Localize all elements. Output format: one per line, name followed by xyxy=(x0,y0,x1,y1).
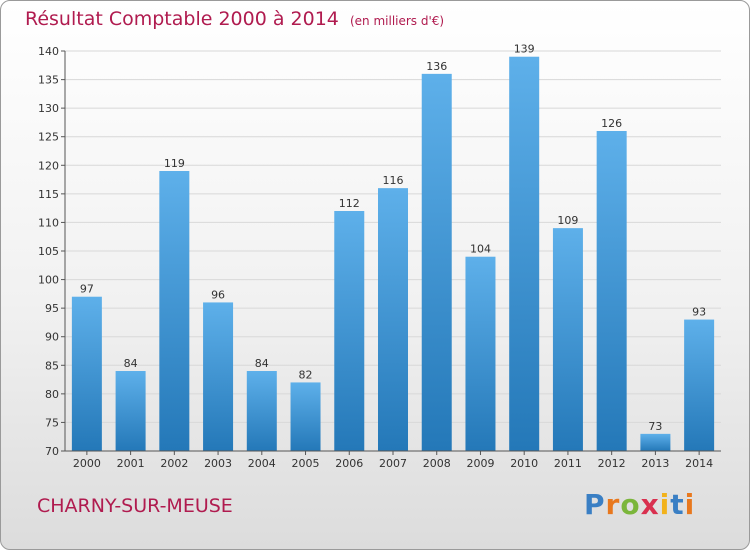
chart-header: Résultat Comptable 2000 à 2014 (en milli… xyxy=(25,8,444,30)
bar xyxy=(421,73,452,451)
chart-subtitle: (en milliers d'€) xyxy=(349,14,445,28)
bar xyxy=(115,371,146,451)
bar xyxy=(509,56,540,451)
x-tick-label: 2013 xyxy=(641,457,669,470)
x-tick-label: 2010 xyxy=(510,457,538,470)
x-tick-label: 2005 xyxy=(292,457,320,470)
bar xyxy=(290,382,321,451)
x-tick-label: 2003 xyxy=(204,457,232,470)
bar-value-label: 109 xyxy=(557,214,578,227)
x-tick-label: 2009 xyxy=(466,457,494,470)
commune-name: CHARNY-SUR-MEUSE xyxy=(37,495,233,517)
x-tick-label: 2014 xyxy=(685,457,713,470)
y-tick-label: 70 xyxy=(45,445,59,458)
bar-value-label: 119 xyxy=(164,157,185,170)
bar xyxy=(71,296,102,451)
y-tick-label: 120 xyxy=(38,159,59,172)
bar-value-label: 93 xyxy=(692,306,706,319)
bar-value-label: 136 xyxy=(426,60,447,73)
bar xyxy=(378,188,408,451)
bar-value-label: 104 xyxy=(470,243,491,256)
y-tick-label: 80 xyxy=(45,388,59,401)
x-tick-label: 2012 xyxy=(598,457,626,470)
bar xyxy=(246,371,277,451)
y-tick-label: 115 xyxy=(38,188,59,201)
bar xyxy=(465,256,496,451)
bar-value-label: 96 xyxy=(211,288,225,301)
x-tick-label: 2007 xyxy=(379,457,407,470)
x-tick-label: 2000 xyxy=(73,457,101,470)
proxiti-logo: Proxiti xyxy=(584,488,696,521)
y-tick-label: 130 xyxy=(38,102,59,115)
bar-value-label: 116 xyxy=(383,174,404,187)
bar-value-label: 84 xyxy=(124,357,138,370)
bar-value-label: 84 xyxy=(255,357,269,370)
chart-title: Résultat Comptable 2000 à 2014 xyxy=(25,8,339,30)
bar xyxy=(159,171,190,451)
y-tick-label: 85 xyxy=(45,359,59,372)
y-tick-label: 140 xyxy=(38,45,59,58)
x-tick-label: 2001 xyxy=(117,457,145,470)
bar xyxy=(334,211,365,451)
x-tick-label: 2006 xyxy=(335,457,363,470)
x-tick-label: 2004 xyxy=(248,457,276,470)
x-tick-label: 2002 xyxy=(160,457,188,470)
y-tick-label: 90 xyxy=(45,331,59,344)
y-tick-label: 110 xyxy=(38,216,59,229)
x-tick-label: 2011 xyxy=(554,457,582,470)
bar-value-label: 139 xyxy=(514,43,535,56)
bar-value-label: 126 xyxy=(601,117,622,130)
bars xyxy=(71,56,715,451)
labels: 70 75 80 85 90 95 100 105 110 115 120 125 130 135 140 9… xyxy=(38,43,713,470)
y-tick-label: 125 xyxy=(38,131,59,144)
bar-value-label: 82 xyxy=(299,368,313,381)
y-tick-label: 100 xyxy=(38,274,59,287)
bar-value-label: 97 xyxy=(80,283,94,296)
y-tick-label: 105 xyxy=(38,245,59,258)
y-tick-label: 95 xyxy=(45,302,59,315)
bar-value-label: 73 xyxy=(648,420,662,433)
y-tick-label: 135 xyxy=(38,74,59,87)
axes xyxy=(61,50,721,455)
bar xyxy=(203,302,234,451)
x-tick-label: 2008 xyxy=(423,457,451,470)
bar xyxy=(552,228,583,451)
y-tick-label: 75 xyxy=(45,416,59,429)
bar xyxy=(684,319,715,451)
bar xyxy=(596,131,627,451)
bar-value-label: 112 xyxy=(339,197,360,210)
bar xyxy=(640,433,671,451)
